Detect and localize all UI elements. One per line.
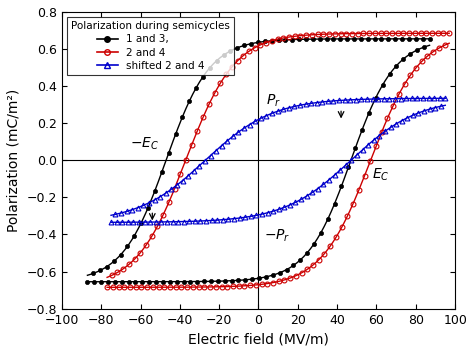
Y-axis label: Polarization (mC/m²): Polarization (mC/m²) xyxy=(7,89,21,232)
X-axis label: Electric field (MV/m): Electric field (MV/m) xyxy=(188,332,329,346)
Text: $P_r$: $P_r$ xyxy=(266,92,281,109)
Text: $-E_C$: $-E_C$ xyxy=(130,135,159,152)
Text: $E_C$: $E_C$ xyxy=(372,167,389,183)
Text: $-P_r$: $-P_r$ xyxy=(264,228,291,244)
Legend: 1 and 3,, 2 and 4, shifted 2 and 4: 1 and 3,, 2 and 4, shifted 2 and 4 xyxy=(67,17,234,75)
